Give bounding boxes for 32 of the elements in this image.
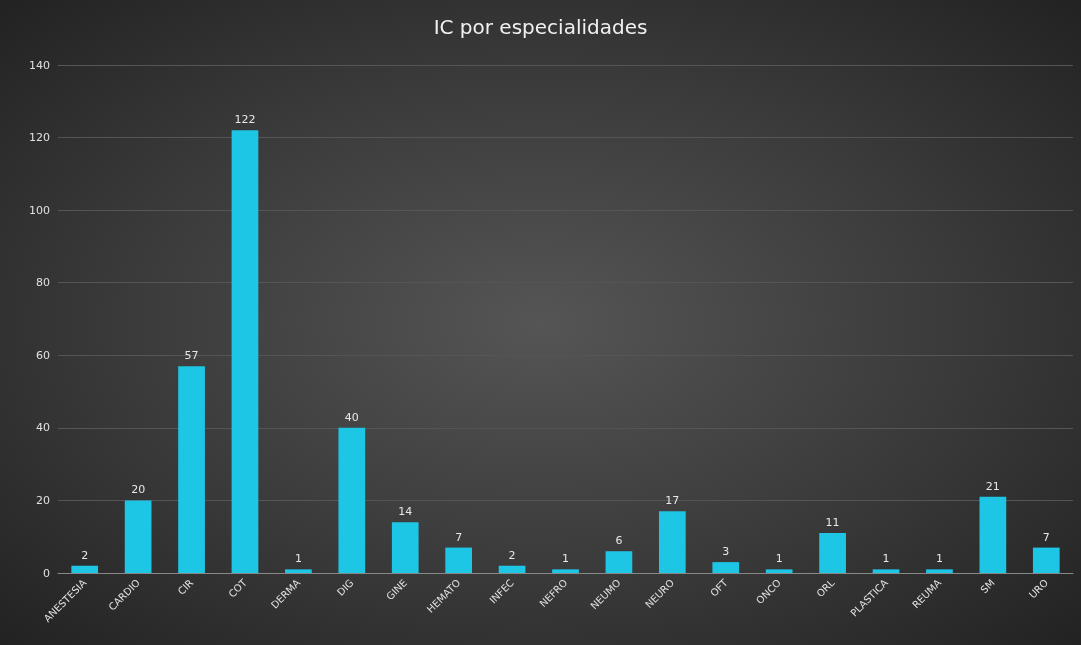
data-label: 57 (184, 349, 199, 363)
data-label: 11 (825, 516, 840, 530)
data-label: 1 (935, 552, 943, 566)
data-label: 20 (131, 483, 146, 497)
data-label: 40 (344, 410, 359, 424)
data-label: 1 (562, 552, 569, 566)
y-tick-label: 100 (29, 203, 50, 217)
data-label: 17 (665, 494, 680, 508)
x-tick-label: DIG (334, 577, 356, 598)
y-tick-label: 140 (29, 58, 50, 72)
x-tick-label: CIR (175, 577, 196, 597)
data-label: 1 (775, 552, 783, 566)
data-label: 14 (398, 505, 413, 519)
y-tick-label: 60 (36, 348, 50, 362)
data-label: 6 (615, 534, 623, 548)
data-label: 122 (234, 113, 256, 127)
data-label: 7 (455, 530, 463, 544)
data-label: 2 (81, 548, 89, 562)
y-tick-label: 40 (36, 421, 50, 435)
data-label: 7 (1042, 530, 1050, 544)
data-label: 21 (985, 479, 1000, 493)
chart-title: IC por especialidades (433, 15, 648, 39)
x-tick-label: ORL (814, 576, 837, 600)
y-tick-label: 120 (29, 131, 50, 145)
data-label: 1 (882, 552, 890, 566)
data-label: 2 (508, 548, 516, 562)
y-tick-label: 80 (36, 276, 50, 290)
y-tick-label: 20 (36, 493, 50, 507)
y-tick-label: 0 (43, 566, 50, 580)
data-label: 1 (294, 552, 302, 566)
x-tick-label: SM (978, 577, 997, 596)
data-label: 3 (722, 545, 730, 559)
